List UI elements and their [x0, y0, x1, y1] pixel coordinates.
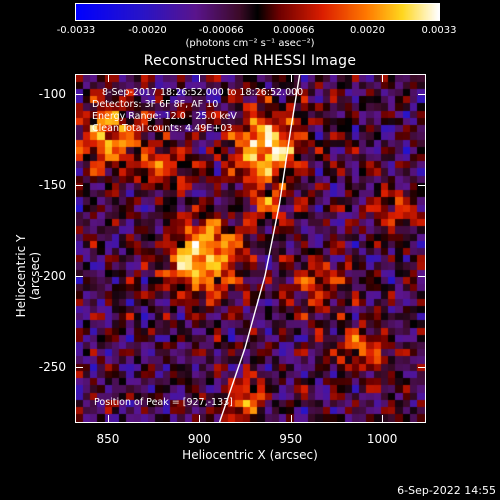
y-tick-mark-right: [418, 93, 426, 95]
x-tick-mark: [199, 415, 201, 423]
annotation-peak: Position of Peak = [927,-133]: [94, 397, 233, 408]
heatmap-image: [76, 75, 425, 422]
y-axis-label: Heliocentric Y (arcsec): [14, 234, 42, 318]
colorbar-tick-label: 0.0020: [350, 25, 385, 36]
colorbar-tick-label: -0.0020: [128, 25, 167, 36]
colorbar: [75, 3, 440, 21]
y-tick-mark-right: [418, 184, 426, 186]
x-tick-label: 950: [279, 432, 303, 446]
y-tick-mark-right: [418, 275, 426, 277]
x-tick-mark: [382, 415, 384, 423]
y-tick-mark: [75, 93, 83, 95]
chart-title: Reconstructed RHESSI Image: [143, 53, 357, 69]
colorbar-tick-label: 0.0033: [421, 25, 457, 36]
y-tick-mark: [75, 275, 83, 277]
x-tick-mark-top: [290, 74, 292, 82]
annotation-detectors: Detectors: 3F 6F 8F, AF 10: [92, 99, 219, 110]
y-tick-mark: [75, 366, 83, 368]
x-tick-label: 1000: [366, 432, 398, 446]
annotation-method: Clean Total counts: 4.49E+03: [92, 123, 233, 134]
colorbar-tick-label: -0.0033: [56, 25, 96, 36]
x-tick-mark-top: [382, 74, 384, 82]
colorbar-gradient: [76, 4, 439, 20]
y-tick-label: -250: [38, 359, 66, 374]
y-tick-mark-right: [418, 366, 426, 368]
colorbar-tick-label: -0.00066: [198, 25, 244, 36]
plot-overlay: [218, 75, 301, 422]
annotation-energy: Energy Range: 12.0 - 25.0 keV: [92, 111, 237, 122]
x-tick-mark-top: [107, 74, 109, 82]
annotation-time-range: 8-Sep-2017 18:26:52.000 to 18:26:52.000: [102, 87, 304, 98]
solar-limb-curve: [218, 75, 301, 422]
x-tick-mark: [290, 415, 292, 423]
x-tick-label: 850: [96, 432, 120, 446]
timestamp: 6-Sep-2022 14:55: [397, 484, 496, 497]
y-tick-label: -200: [38, 268, 66, 283]
y-tick-label: -150: [38, 177, 66, 192]
colorbar-tick-label: 0.00066: [273, 25, 315, 36]
plot-area: 8-Sep-2017 18:26:52.000 to 18:26:52.000 …: [75, 74, 426, 423]
x-tick-label: 900: [187, 432, 211, 446]
x-tick-mark: [107, 415, 109, 423]
x-axis-label: Heliocentric X (arcsec): [182, 448, 318, 462]
y-tick-label: -100: [38, 86, 66, 101]
x-tick-mark-top: [199, 74, 201, 82]
colorbar-units: (photons cm⁻² s⁻¹ asec⁻²): [185, 38, 315, 49]
y-tick-mark: [75, 184, 83, 186]
